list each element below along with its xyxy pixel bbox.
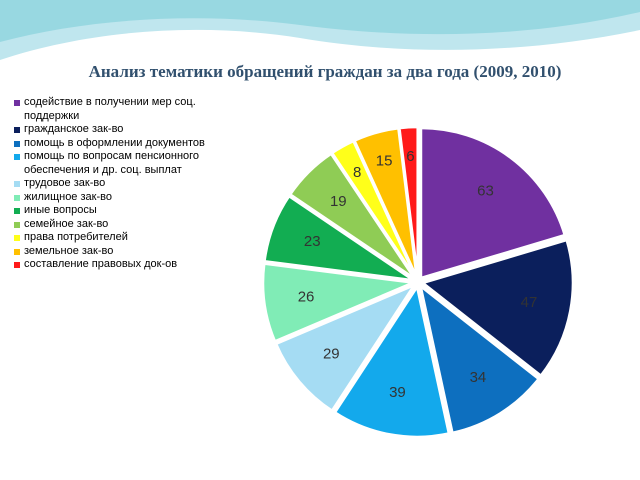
legend-item: земельное зак-во xyxy=(14,245,242,259)
pie-slice xyxy=(398,125,419,278)
pie-slice xyxy=(420,238,575,378)
legend-swatch xyxy=(14,208,20,214)
legend-label: семейное зак-во xyxy=(24,217,109,230)
legend-swatch xyxy=(14,181,20,187)
data-label: 63 xyxy=(477,182,494,199)
legend-label: жилищное зак-во xyxy=(24,190,112,203)
legend-swatch xyxy=(14,140,20,147)
data-label: 34 xyxy=(470,369,487,386)
legend-item: составление правовых док-ов xyxy=(14,258,242,272)
pie-slice xyxy=(274,282,418,413)
legend-label: права потребителей xyxy=(24,231,128,243)
legend-item: трудовое зак-во xyxy=(14,177,242,191)
legend-item: помощь в оформлении документов xyxy=(14,137,242,151)
data-label: 47 xyxy=(521,294,538,311)
legend-swatch xyxy=(14,154,20,160)
data-label: 39 xyxy=(389,384,406,401)
data-label: 23 xyxy=(304,233,321,250)
pie-slice xyxy=(263,194,415,282)
legend-item: жилищное зак-во xyxy=(14,191,242,205)
pie-slice xyxy=(333,283,451,439)
legend-item: содействие в получении мер соц. поддержк… xyxy=(14,96,242,123)
data-label: 26 xyxy=(298,288,315,305)
legend-swatch xyxy=(14,248,20,255)
data-label: 19 xyxy=(330,193,347,210)
legend-item: права потребителей xyxy=(14,231,242,245)
legend-label: помощь по вопросам пенсионного обеспечен… xyxy=(24,150,200,176)
legend-swatch xyxy=(14,127,20,133)
data-label: 15 xyxy=(376,153,393,170)
legend-swatch xyxy=(14,100,20,106)
legend-label: иные вопросы xyxy=(24,204,97,216)
chart-title: Анализ тематики обращений граждан за два… xyxy=(88,62,562,81)
legend-label: содействие в получении мер соц. поддержк… xyxy=(24,96,196,122)
legend-item: семейное зак-во xyxy=(14,218,242,232)
legend: содействие в получении мер соц. поддержк… xyxy=(14,96,242,272)
legend-label: помощь в оформлении документов xyxy=(24,136,205,149)
data-label: 8 xyxy=(353,164,361,181)
legend-swatch xyxy=(14,221,20,228)
pie-slice xyxy=(261,262,418,343)
legend-label: составление правовых док-ов xyxy=(24,258,178,270)
legend-swatch xyxy=(14,235,20,241)
data-label: 6 xyxy=(406,148,414,165)
legend-item: помощь по вопросам пенсионного обеспечен… xyxy=(14,150,242,177)
legend-item: иные вопросы xyxy=(14,204,242,218)
legend-label: трудовое зак-во xyxy=(24,177,106,189)
data-label: 29 xyxy=(323,345,340,362)
pie-slice xyxy=(288,152,416,280)
legend-item: гражданское зак-во xyxy=(14,123,242,137)
legend-swatch xyxy=(14,194,20,201)
legend-label: гражданское зак-во xyxy=(24,123,124,135)
legend-label: земельное зак-во xyxy=(24,244,114,257)
pie-slice xyxy=(418,283,541,435)
decor-swoosh xyxy=(0,0,640,42)
legend-swatch xyxy=(14,262,20,268)
pie-slice xyxy=(419,126,567,280)
